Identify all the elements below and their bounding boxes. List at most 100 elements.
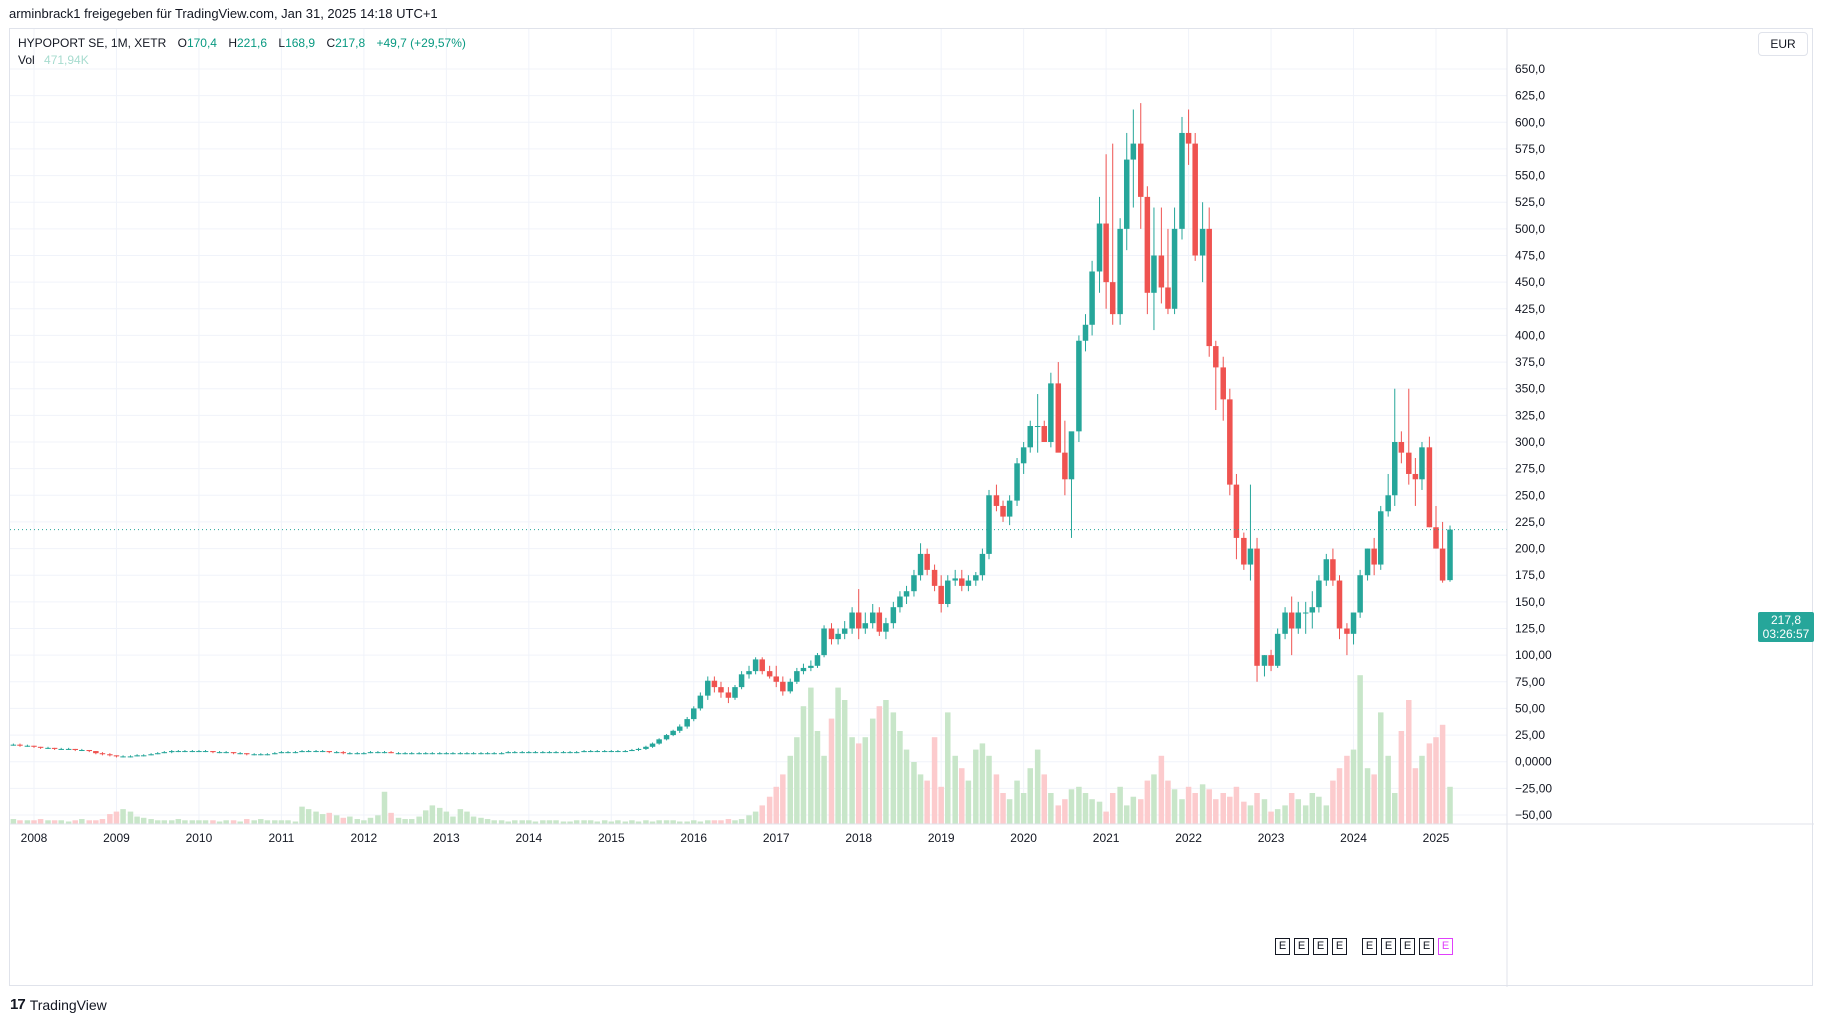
volume-bar	[10, 819, 17, 824]
earnings-marker[interactable]: E	[1362, 938, 1377, 955]
volume-bar	[794, 737, 800, 824]
symbol-title[interactable]: HYPOPORT SE, 1M, XETR	[18, 36, 167, 50]
candle-body	[1371, 548, 1377, 565]
candle-body	[526, 752, 532, 754]
volume-bar	[1213, 799, 1219, 824]
candle-body	[945, 580, 951, 604]
candle-body	[237, 753, 243, 755]
candle-body	[540, 752, 546, 754]
time-axis-label: 2009	[103, 831, 130, 845]
candle-body	[711, 680, 718, 688]
candle-body	[1330, 559, 1336, 581]
candle-body	[911, 575, 917, 592]
currency-selector[interactable]: EUR	[1758, 32, 1808, 56]
time-axis-label: 2011	[269, 831, 295, 845]
candle-body	[841, 628, 848, 634]
candle-body	[1089, 271, 1095, 325]
volume-bar	[1123, 805, 1130, 824]
volume-bar	[1233, 786, 1240, 824]
earnings-marker[interactable]: E	[1381, 938, 1396, 955]
volume-bar	[1274, 809, 1281, 824]
price-axis-label: 375,0	[1515, 355, 1545, 369]
candle-body	[1288, 612, 1295, 629]
volume-bar	[1014, 780, 1020, 824]
volume-bar	[333, 815, 340, 824]
candle-body	[546, 752, 553, 754]
candle-body	[1447, 529, 1453, 581]
volume-bar	[1000, 793, 1006, 824]
candle-body	[835, 633, 841, 640]
volume-bar	[1419, 755, 1425, 824]
earnings-marker[interactable]: E	[1438, 938, 1453, 955]
candle-body	[1357, 575, 1363, 613]
earnings-marker[interactable]: E	[1275, 938, 1290, 955]
volume-bar	[1103, 811, 1109, 824]
candle-body	[1336, 580, 1343, 629]
earnings-marker[interactable]: E	[1400, 938, 1415, 955]
volume-bar	[408, 819, 415, 824]
volume-bar	[1179, 799, 1185, 824]
volume-bar	[134, 816, 140, 824]
volume-bar	[1447, 786, 1453, 824]
price-axis-label: 125,0	[1515, 622, 1545, 636]
price-axis-label: 600,0	[1515, 115, 1545, 129]
earnings-marker[interactable]: E	[1313, 938, 1328, 955]
volume-bar	[1398, 731, 1405, 824]
volume-bar	[443, 811, 450, 824]
volume-bar	[512, 820, 518, 824]
candle-body	[738, 674, 745, 688]
candle-body	[1426, 447, 1433, 528]
volume-bar	[1295, 799, 1302, 824]
symbol-legend: HYPOPORT SE, 1M, XETR O170,4 H221,6 L168…	[18, 35, 466, 69]
candle-body	[182, 751, 188, 753]
candle-body	[72, 748, 78, 750]
time-axis-label: 2014	[515, 831, 542, 845]
volume-bar	[258, 819, 264, 824]
volume-bar	[1199, 784, 1206, 824]
candle-body	[587, 751, 594, 753]
volume-bar	[347, 816, 353, 824]
candle-body	[553, 752, 559, 754]
volume-bar	[780, 774, 786, 824]
candle-body	[725, 692, 732, 698]
candle-body	[643, 746, 649, 749]
candle-body	[876, 612, 883, 632]
candle-body	[1041, 426, 1048, 442]
candle-body	[1309, 607, 1316, 613]
candle-body	[787, 681, 794, 692]
candle-body	[862, 623, 869, 629]
earnings-marker[interactable]: E	[1332, 938, 1347, 955]
volume-bar	[691, 820, 697, 824]
volume-bar	[883, 700, 889, 824]
volume-bar	[663, 820, 670, 824]
volume-bar	[1055, 805, 1062, 824]
candle-body	[519, 752, 525, 754]
volume-label[interactable]: Vol	[18, 53, 35, 67]
volume-bar	[759, 805, 765, 824]
candle-body	[402, 753, 408, 755]
candle-body	[457, 753, 464, 755]
price-axis-label: −50,00	[1515, 808, 1552, 822]
price-axis-label: 150,0	[1515, 595, 1545, 609]
candle-body	[1117, 228, 1123, 315]
earnings-marker[interactable]: E	[1419, 938, 1434, 955]
volume-bar	[738, 819, 745, 824]
candle-body	[244, 753, 250, 755]
candle-body	[883, 623, 889, 632]
candle-body	[292, 752, 299, 754]
time-axis-label: 2022	[1175, 831, 1202, 845]
candle-body	[1068, 431, 1075, 480]
price-chart-svg[interactable]: 650,0 625,0 600,0 575,0 550,0 525,0 500,0 475,0…	[10, 29, 1814, 987]
volume-bar	[979, 743, 986, 824]
tradingview-logo[interactable]: 17 TradingView	[10, 996, 107, 1013]
chart-area[interactable]: 650,0 625,0 600,0 575,0 550,0 525,0 500,0 475,0…	[9, 28, 1814, 987]
candle-body	[676, 726, 683, 731]
volume-bar	[711, 820, 718, 824]
candle-body	[1082, 324, 1089, 341]
volume-bar	[1344, 755, 1350, 824]
earnings-marker[interactable]: E	[1294, 938, 1309, 955]
volume-bar	[876, 706, 883, 824]
candle-body	[17, 744, 23, 746]
volume-bar	[37, 819, 44, 824]
volume-bar	[24, 820, 31, 824]
